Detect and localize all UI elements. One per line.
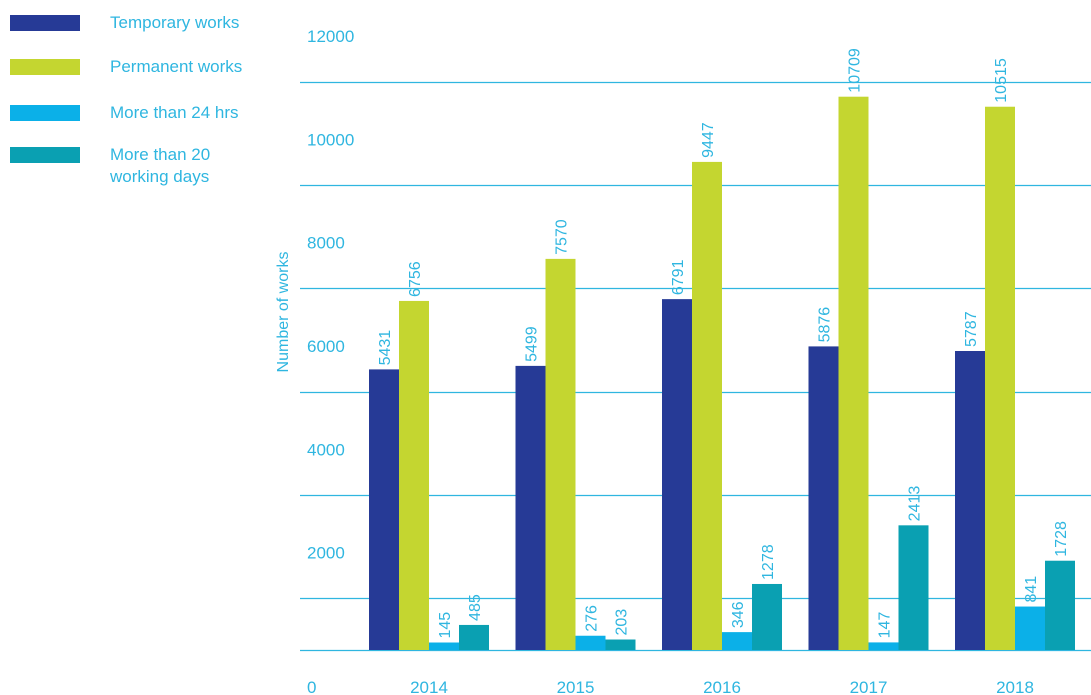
bar <box>752 583 782 650</box>
data-label: 2413 <box>907 486 924 522</box>
bar <box>898 525 929 650</box>
legend-label-line: More than 24 hrs <box>110 103 239 122</box>
legend-swatch-temporary-works <box>10 15 80 31</box>
chart-legend: Temporary works Permanent works More tha… <box>0 0 280 200</box>
legend-swatch-permanent-works <box>10 59 80 75</box>
bar <box>722 632 752 650</box>
data-label: 5431 <box>377 330 394 366</box>
y-tick-label: 4000 <box>307 440 345 459</box>
legend-label-line: Temporary works <box>110 13 240 32</box>
bar <box>692 161 722 650</box>
data-label: 1728 <box>1053 521 1070 557</box>
data-label: 6756 <box>407 261 424 297</box>
y-axis-label: Number of works <box>275 252 292 373</box>
data-label: 147 <box>877 612 894 639</box>
data-label: 6791 <box>670 259 687 295</box>
bar <box>605 639 636 650</box>
y-tick-label: 6000 <box>307 337 345 356</box>
data-label: 10709 <box>847 48 864 93</box>
bars <box>369 96 1075 651</box>
legend-label-temporary-works: Temporary works <box>110 12 280 34</box>
data-label: 7570 <box>554 219 571 255</box>
x-tick-label: 2014 <box>410 678 448 695</box>
x-tick-label: 2016 <box>703 678 741 695</box>
legend-label-more-than-20-working-days: More than 20 working days <box>110 144 280 188</box>
data-label: 5876 <box>817 307 834 343</box>
bar <box>429 642 459 650</box>
x-tick-label: 2015 <box>557 678 595 695</box>
bar <box>808 346 839 650</box>
bar <box>399 300 429 650</box>
bar <box>459 624 489 650</box>
bar <box>985 106 1015 651</box>
data-label: 276 <box>584 605 601 632</box>
data-label: 346 <box>730 601 747 628</box>
bar <box>955 351 985 650</box>
data-label: 9447 <box>700 122 717 158</box>
data-label: 485 <box>467 594 484 621</box>
bar <box>1045 560 1075 650</box>
axes: 0 2000 4000 6000 8000 10000 12000 Number of wor… <box>275 27 1034 695</box>
data-label: 841 <box>1023 576 1040 603</box>
x-tick-label: 2018 <box>996 678 1034 695</box>
bar <box>662 299 692 650</box>
bar <box>1015 606 1045 650</box>
y-tick-label: 2000 <box>307 544 345 563</box>
legend-swatch-more-than-24-hrs <box>10 105 80 121</box>
legend-swatch-more-than-20-working-days <box>10 147 80 163</box>
data-label: 5787 <box>963 311 980 347</box>
legend-label-permanent-works: Permanent works <box>110 56 280 78</box>
bar <box>369 369 399 650</box>
y-tick-label: 8000 <box>307 234 345 253</box>
data-label: 1278 <box>760 544 777 580</box>
data-label: 203 <box>614 609 631 636</box>
bar <box>838 96 869 651</box>
y-tick-label: 0 <box>307 678 316 695</box>
bar <box>868 642 899 650</box>
legend-label-more-than-24-hrs: More than 24 hrs <box>110 102 280 124</box>
data-labels: 5431 6756 145 485 5499 7570 276 203 6791 9447 346 1… <box>377 48 1070 638</box>
x-tick-label: 2017 <box>850 678 888 695</box>
y-tick-label: 12000 <box>307 27 354 46</box>
y-tick-label: 10000 <box>307 130 354 149</box>
legend-label-line: Permanent works <box>110 57 243 76</box>
data-label: 10515 <box>993 58 1010 103</box>
data-label: 145 <box>437 612 454 639</box>
legend-label-line: working days <box>110 167 210 186</box>
bar <box>545 258 576 650</box>
data-label: 5499 <box>524 326 541 362</box>
bar <box>575 635 606 650</box>
legend-label-line: More than 20 <box>110 145 211 164</box>
bar <box>515 365 546 650</box>
